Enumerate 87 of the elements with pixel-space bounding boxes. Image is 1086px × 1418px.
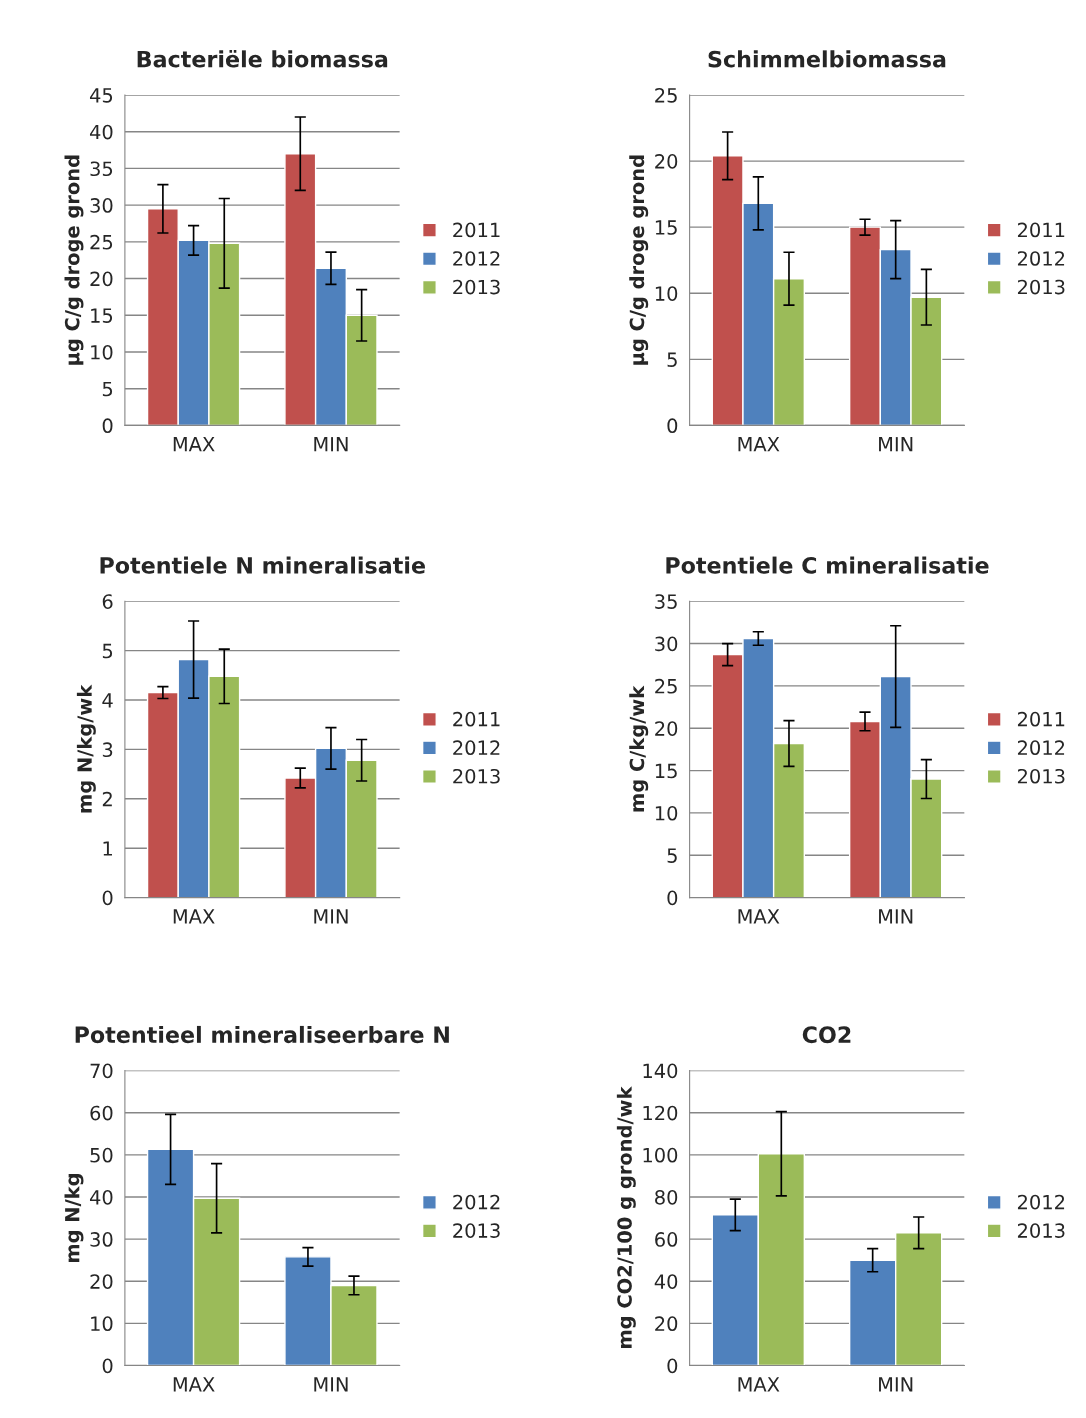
y-tick-label: 10 <box>91 344 113 360</box>
y-tick-label: 30 <box>655 636 678 652</box>
y-tick-label: 1 <box>103 841 112 856</box>
y-tick-label: 0 <box>667 890 678 906</box>
y-axis-title: mg N/kg <box>64 1174 84 1263</box>
y-tick-label: 15 <box>655 220 677 235</box>
y-tick-label: 40 <box>89 1189 113 1205</box>
y-tick-label: 10 <box>655 805 678 821</box>
legend-label: 2012 <box>453 740 500 756</box>
y-tick-label: 15 <box>91 308 113 323</box>
y-axis-title: mg C/kg/wk <box>629 685 649 812</box>
legend-label: 2012 <box>1017 1194 1065 1210</box>
y-tick-label: 20 <box>90 1274 113 1289</box>
y-tick-label: 20 <box>655 1316 678 1332</box>
y-tick-label: 80 <box>655 1189 678 1205</box>
x-tick-label: MAX <box>173 1377 215 1392</box>
x-tick-label: MIN <box>879 1377 913 1392</box>
y-tick-label: 5 <box>667 848 677 863</box>
y-tick-label: 100 <box>643 1147 678 1163</box>
y-tick-label: 140 <box>643 1063 678 1079</box>
y-tick-label: 35 <box>655 594 677 609</box>
y-tick-label: 30 <box>90 1232 113 1247</box>
y-axis-title: mg CO2/100 g grond/wk <box>616 1086 636 1348</box>
legend-label: 2011 <box>1017 222 1065 238</box>
y-tick-label: 5 <box>667 352 677 367</box>
y-tick-label: 4 <box>102 693 113 708</box>
legend-label: 2011 <box>453 222 500 238</box>
y-tick-label: 40 <box>89 124 113 140</box>
x-tick-label: MAX <box>738 909 780 924</box>
y-tick-label: 5 <box>102 643 113 659</box>
y-tick-label: 70 <box>90 1063 113 1079</box>
x-tick-label: MAX <box>173 437 215 452</box>
y-tick-label: 0 <box>102 1358 113 1374</box>
x-tick-label: MIN <box>314 909 348 924</box>
y-tick-label: 25 <box>655 87 677 103</box>
y-tick-label: 60 <box>655 1232 678 1247</box>
y-tick-label: 20 <box>655 721 678 736</box>
y-tick-label: 25 <box>90 234 113 250</box>
y-tick-label: 45 <box>89 88 113 103</box>
y-tick-label: 50 <box>90 1147 113 1163</box>
legend-label: 2013 <box>1017 279 1065 295</box>
legend-label: 2013 <box>1017 1223 1065 1238</box>
y-tick-label: 0 <box>102 890 113 906</box>
y-tick-label: 120 <box>643 1105 678 1121</box>
y-tick-label: 20 <box>90 271 113 287</box>
y-axis-title: µg C/g droge grond <box>64 155 84 365</box>
x-tick-label: MIN <box>314 437 348 452</box>
chart-title: CO2 <box>802 1026 851 1044</box>
y-tick-label: 40 <box>654 1274 678 1289</box>
x-tick-label: MAX <box>738 437 780 452</box>
y-tick-label: 10 <box>655 286 678 301</box>
chart-title: Schimmelbiomassa <box>708 50 946 68</box>
chart-title: Potentieel mineraliseerbare N <box>75 1025 449 1044</box>
y-tick-label: 0 <box>667 1358 678 1374</box>
chart-title: Potentiele N mineralisatie <box>100 556 425 574</box>
legend-label: 2012 <box>453 1194 500 1210</box>
y-tick-label: 0 <box>102 418 113 434</box>
x-tick-label: MAX <box>738 1377 780 1392</box>
x-tick-label: MIN <box>879 437 913 452</box>
legend-label: 2013 <box>1017 768 1065 784</box>
legend-label: 2011 <box>453 711 500 727</box>
x-tick-label: MIN <box>314 1377 348 1392</box>
x-tick-label: MAX <box>173 909 215 924</box>
legend-label: 2013 <box>453 279 500 295</box>
y-tick-label: 15 <box>655 763 677 779</box>
y-tick-label: 2 <box>102 791 112 807</box>
y-tick-label: 25 <box>655 678 677 694</box>
legend-label: 2012 <box>453 251 500 266</box>
legend-label: 2012 <box>1017 740 1065 756</box>
legend-label: 2013 <box>453 1223 500 1238</box>
x-tick-label: MIN <box>879 909 913 924</box>
y-tick-label: 60 <box>90 1105 113 1121</box>
y-tick-label: 10 <box>91 1316 113 1332</box>
chart-title: Potentiele C mineralisatie <box>666 556 989 574</box>
y-tick-label: 20 <box>655 154 678 169</box>
y-tick-label: 3 <box>102 742 113 758</box>
y-tick-label: 0 <box>667 418 678 434</box>
y-tick-label: 35 <box>90 161 113 177</box>
y-axis-title: mg N/kg/wk <box>76 684 96 813</box>
legend-label: 2011 <box>1017 711 1065 727</box>
legend-label: 2012 <box>1017 251 1065 266</box>
y-axis-title: µg C/g droge grond <box>629 155 649 365</box>
y-tick-label: 6 <box>102 594 113 609</box>
chart-title: Bacteriële biomassa <box>137 50 388 68</box>
y-tick-label: 5 <box>102 381 113 397</box>
legend-label: 2013 <box>453 768 500 784</box>
y-tick-label: 30 <box>90 198 113 213</box>
